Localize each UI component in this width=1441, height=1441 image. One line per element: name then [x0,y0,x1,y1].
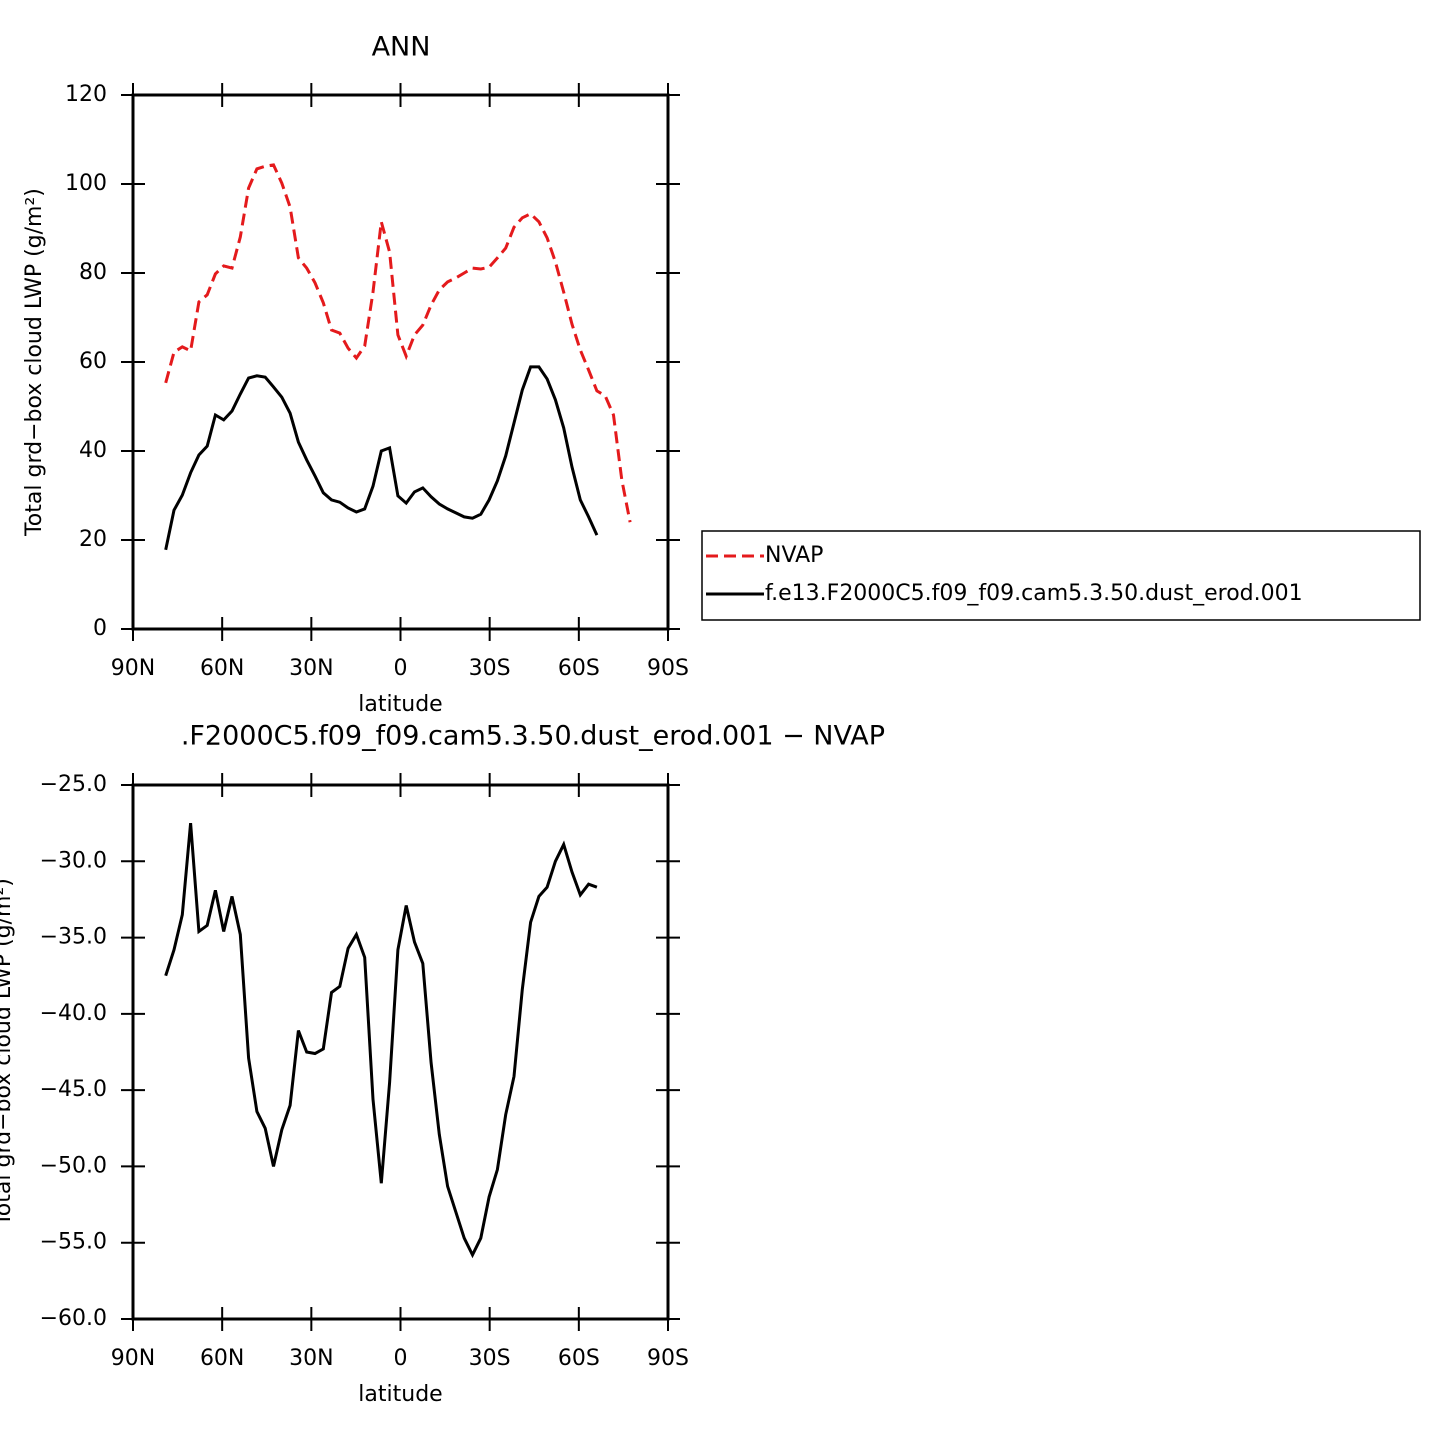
y-tick-label: −35.0 [40,925,107,950]
y-tick-label: 120 [65,82,107,107]
chart-title: .F2000C5.f09_f09.cam5.3.50.dust_erod.001… [181,721,885,752]
data-line [164,822,598,1259]
x-axis-label: latitude [358,692,442,717]
x-tick-label: 60S [558,656,600,681]
chart-title: ANN [372,32,431,63]
legend-box [701,530,1421,621]
y-tick-label: 80 [79,260,107,285]
x-tick-label: 30S [469,656,511,681]
y-tick-label: −25.0 [40,772,107,797]
y-tick-label: 0 [93,616,107,641]
y-tick-label: 20 [79,527,107,552]
x-axis-label: latitude [358,1382,442,1407]
plot-frame [131,783,670,1321]
x-tick-label: 30N [289,1346,333,1371]
y-tick-label: −40.0 [40,1001,107,1026]
x-tick-label: 60S [558,1346,600,1371]
legend-label: f.e13.F2000C5.f09_f09.cam5.3.50.dust_ero… [765,581,1303,606]
x-tick-label: 90N [111,1346,155,1371]
data-line [164,163,632,523]
x-tick-label: 60N [200,1346,244,1371]
y-tick-label: 60 [79,349,107,374]
y-axis-label: Total grd−box cloud LWP (g/m²) [0,878,16,1227]
x-tick-label: 30S [469,1346,511,1371]
x-tick-label: 0 [394,1346,408,1371]
y-tick-label: −55.0 [40,1230,107,1255]
x-tick-label: 30N [289,656,333,681]
plot-frame [131,93,670,631]
x-tick-label: 90S [647,1346,689,1371]
y-tick-label: −30.0 [40,848,107,873]
data-line [164,365,599,551]
x-tick-label: 60N [200,656,244,681]
y-axis-label: Total grd−box cloud LWP (g/m²) [22,188,47,537]
x-tick-label: 0 [394,656,408,681]
y-tick-label: −50.0 [40,1153,107,1178]
x-tick-label: 90S [647,656,689,681]
y-tick-label: −60.0 [40,1306,107,1331]
x-tick-label: 90N [111,656,155,681]
legend-label: NVAP [765,543,823,568]
y-tick-label: −45.0 [40,1077,107,1102]
y-tick-label: 100 [65,171,107,196]
y-tick-label: 40 [79,438,107,463]
